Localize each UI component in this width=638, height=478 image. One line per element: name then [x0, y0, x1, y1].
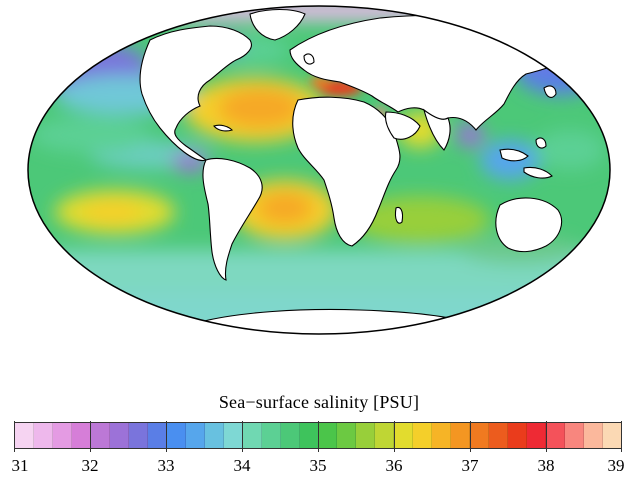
- colorbar-swatch: [489, 423, 509, 448]
- colorbar-swatch: [52, 423, 72, 448]
- colorbar-tick-label: 34: [233, 456, 251, 475]
- colorbar-tick-label: 32: [81, 456, 99, 475]
- colorbar-swatch: [204, 423, 224, 448]
- colorbar-tick: [546, 421, 547, 452]
- colorbar-tick: [166, 421, 167, 452]
- colorbar-swatch: [470, 423, 490, 448]
- colorbar-swatch: [33, 423, 53, 448]
- colorbar-swatch: [242, 423, 262, 448]
- colorbar-swatch: [584, 423, 604, 448]
- colorbar-swatch: [527, 423, 547, 448]
- colorbar-tick: [318, 421, 319, 452]
- globe-outline: [27, 5, 611, 335]
- colorbar-swatch: [147, 423, 167, 448]
- colorbar-tick-label: 35: [309, 456, 327, 475]
- colorbar-swatch: [546, 423, 566, 448]
- colorbar-swatch: [337, 423, 357, 448]
- colorbar-tick-label: 37: [461, 456, 479, 475]
- colorbar-tick-label: 38: [537, 456, 555, 475]
- colorbar-swatch: [15, 423, 34, 448]
- colorbar-swatch: [565, 423, 585, 448]
- colorbar-swatch: [261, 423, 281, 448]
- colorbar-swatch: [299, 423, 319, 448]
- colorbar-tick: [242, 421, 243, 452]
- colorbar-ticks: [14, 421, 622, 454]
- colorbar-tick-label: 31: [11, 456, 29, 475]
- colorbar-tick: [90, 421, 91, 452]
- colorbar-tick-label: 33: [157, 456, 175, 475]
- colorbar-swatch: [223, 423, 243, 448]
- colorbar-swatch: [166, 423, 186, 448]
- colorbar-tick: [470, 421, 471, 452]
- colorbar-swatch: [185, 423, 205, 448]
- colorbar-tick-label: 39: [607, 456, 625, 475]
- colorbar-swatch: [394, 423, 414, 448]
- colorbar-title: Sea−surface salinity [PSU]: [218, 392, 420, 412]
- salinity-map: [27, 5, 611, 335]
- colorbar-tick: [394, 421, 395, 452]
- colorbar-swatch: [109, 423, 129, 448]
- colorbar-swatch: [356, 423, 376, 448]
- ocean-salinity-field: [28, 6, 610, 334]
- colorbar-swatch: [128, 423, 148, 448]
- colorbar-tick: [14, 421, 15, 452]
- colorbar-swatch: [375, 423, 395, 448]
- colorbar-swatch: [318, 423, 338, 448]
- colorbar-tick-labels: 31 32 33 34 35 36 37 38 39: [12, 456, 625, 478]
- colorbar-swatch: [451, 423, 471, 448]
- colorbar-swatch: [71, 423, 91, 448]
- colorbar-tick: [621, 421, 622, 452]
- colorbar-swatch: [280, 423, 300, 448]
- colorbar-swatch: [90, 423, 110, 448]
- colorbar-swatch: [508, 423, 528, 448]
- colorbar-tick-label: 36: [385, 456, 403, 475]
- colorbar-swatch: [432, 423, 452, 448]
- colorbar-swatch: [413, 423, 433, 448]
- colorbar-swatch: [603, 423, 621, 448]
- world-map-mollweide: [27, 5, 611, 335]
